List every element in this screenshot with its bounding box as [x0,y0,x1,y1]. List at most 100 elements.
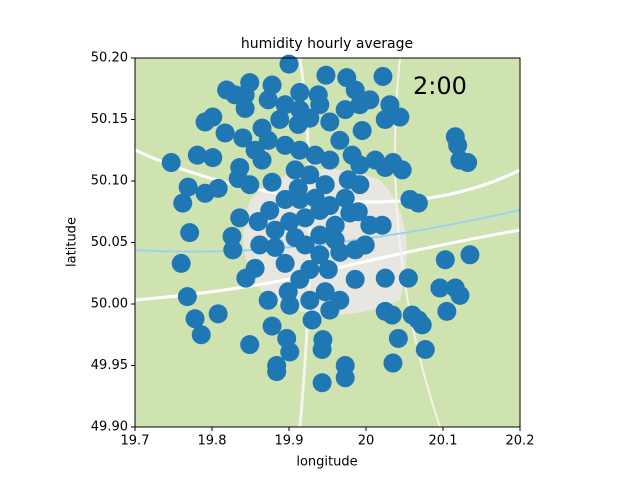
point [270,110,290,129]
point [330,130,350,150]
point [295,208,315,228]
point [279,54,299,74]
point [372,215,392,235]
point [262,172,282,192]
point [313,330,333,350]
point [275,189,295,209]
point [458,153,478,173]
point [302,310,322,330]
point [177,287,197,307]
point [195,112,215,132]
point [352,121,372,141]
point [360,90,380,110]
point [223,240,243,260]
point [262,75,282,95]
point [383,153,403,173]
point [275,135,295,155]
point [240,175,260,195]
point [315,175,335,195]
point [398,268,418,288]
point [350,155,370,175]
point [290,189,310,209]
point [173,193,193,213]
point [208,304,228,324]
point [300,290,320,310]
y-tick-label: 50.20 [91,51,128,66]
point [235,98,255,118]
x-tick-label: 20 [358,434,375,449]
point [258,130,278,150]
point [265,220,285,240]
point [320,112,340,132]
point [383,353,403,373]
point [310,245,330,265]
x-tick-label: 20.2 [506,434,535,449]
x-tick-label: 19.7 [121,434,150,449]
point [388,328,408,348]
point [258,90,278,110]
point [235,85,255,105]
point [305,145,325,165]
point [350,175,370,195]
x-axis-label: longitude [296,455,357,470]
point [310,95,330,115]
y-tick-label: 50.15 [91,112,128,127]
point [316,65,336,85]
point [335,368,355,388]
y-tick-label: 49.90 [91,420,128,435]
point [375,110,395,129]
annotation: 2:00 [413,72,467,100]
point [280,212,300,232]
point [450,285,470,305]
point [278,282,298,302]
point [295,235,315,255]
point [300,108,320,128]
y-axis-label: latitude [65,217,80,267]
point [208,178,228,198]
point [290,140,310,160]
point [437,301,457,321]
point [290,82,310,102]
point [345,269,365,289]
point [335,188,355,208]
point [265,237,285,257]
point [382,305,402,325]
y-tick-label: 50.10 [91,174,128,189]
point [325,230,345,250]
point [233,128,253,148]
point [252,150,272,170]
point [215,123,235,143]
y-tick-label: 50.05 [91,235,128,250]
point [430,278,450,298]
point [240,335,260,355]
point [191,325,211,345]
point [355,235,375,255]
point [412,315,432,335]
point [300,165,320,185]
point [187,145,207,165]
point [203,148,223,168]
point [325,215,345,235]
point [408,193,428,213]
point [315,282,335,302]
point [236,268,256,288]
point [258,290,278,310]
chart-title: humidity hourly average [241,36,413,52]
point [318,260,338,280]
point [320,300,340,320]
point [180,223,200,243]
point [290,269,310,289]
point [305,188,325,208]
point [310,225,330,245]
point [415,340,435,360]
x-tick-label: 20.1 [429,434,458,449]
point [262,316,282,336]
point [448,135,468,155]
point [250,235,270,255]
point [460,245,480,265]
point [275,253,295,273]
point [230,208,250,228]
point [348,202,368,222]
x-tick-label: 19.9 [275,434,304,449]
